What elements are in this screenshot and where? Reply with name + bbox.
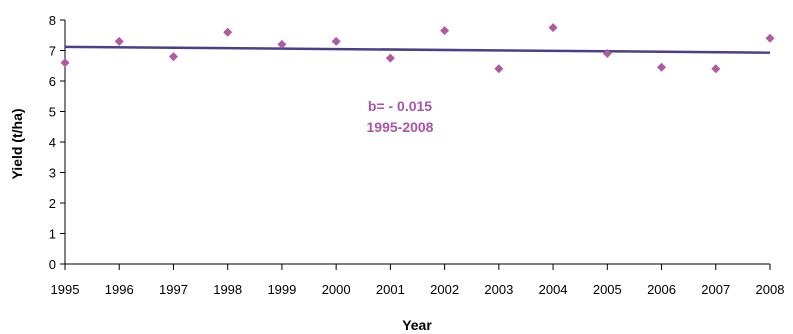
x-tick-label: 2002	[430, 282, 459, 297]
data-point	[385, 53, 395, 63]
y-tick-label: 5	[49, 105, 56, 120]
data-point	[494, 64, 504, 74]
data-point	[548, 23, 558, 33]
y-tick-label: 7	[49, 44, 56, 59]
data-point	[657, 62, 667, 72]
x-tick-group: 1995 1996 1997 1998 1999 2000 2001 2002 2003 2004…	[51, 264, 785, 297]
x-tick-label: 1999	[267, 282, 296, 297]
data-point	[223, 27, 233, 37]
x-tick-label: 2008	[756, 282, 785, 297]
y-axis: 0 1 2 3 4 5 6 7 8	[49, 13, 66, 272]
x-tick-label: 1995	[51, 282, 80, 297]
x-tick-label: 2001	[376, 282, 405, 297]
y-tick-group: 0 1 2 3 4 5 6 7 8	[49, 13, 65, 272]
data-point	[602, 49, 612, 59]
y-tick-label: 3	[49, 166, 56, 181]
trendline	[64, 45, 771, 54]
data-point	[60, 58, 70, 68]
x-tick-label: 1998	[213, 282, 242, 297]
y-tick-label: 6	[49, 74, 56, 89]
data-points	[60, 23, 775, 74]
data-point	[114, 36, 124, 46]
x-tick-label: 1997	[159, 282, 188, 297]
x-tick-label: 1996	[105, 282, 134, 297]
x-tick-label: 2006	[647, 282, 676, 297]
y-tick-label: 2	[49, 196, 56, 211]
period-annotation: 1995-2008	[367, 119, 434, 135]
data-point	[168, 52, 178, 62]
y-tick-label: 8	[49, 13, 56, 28]
x-tick-label: 2004	[539, 282, 568, 297]
x-axis-title: Year	[402, 317, 432, 333]
x-tick-label: 2003	[484, 282, 513, 297]
data-point	[440, 26, 450, 36]
x-axis: 1995 1996 1997 1998 1999 2000 2001 2002 2003 2004…	[51, 263, 785, 297]
data-point	[277, 39, 287, 49]
y-tick-label: 4	[49, 135, 56, 150]
x-tick-label: 2007	[701, 282, 730, 297]
y-axis-title: Yield (t/ha)	[9, 108, 25, 179]
data-point	[711, 64, 721, 74]
data-point	[765, 33, 775, 43]
data-point	[331, 36, 341, 46]
y-tick-label: 0	[49, 257, 56, 272]
y-tick-label: 1	[49, 227, 56, 242]
slope-annotation: b= - 0.015	[368, 98, 432, 114]
x-tick-label: 2005	[593, 282, 622, 297]
x-tick-label: 2000	[322, 282, 351, 297]
